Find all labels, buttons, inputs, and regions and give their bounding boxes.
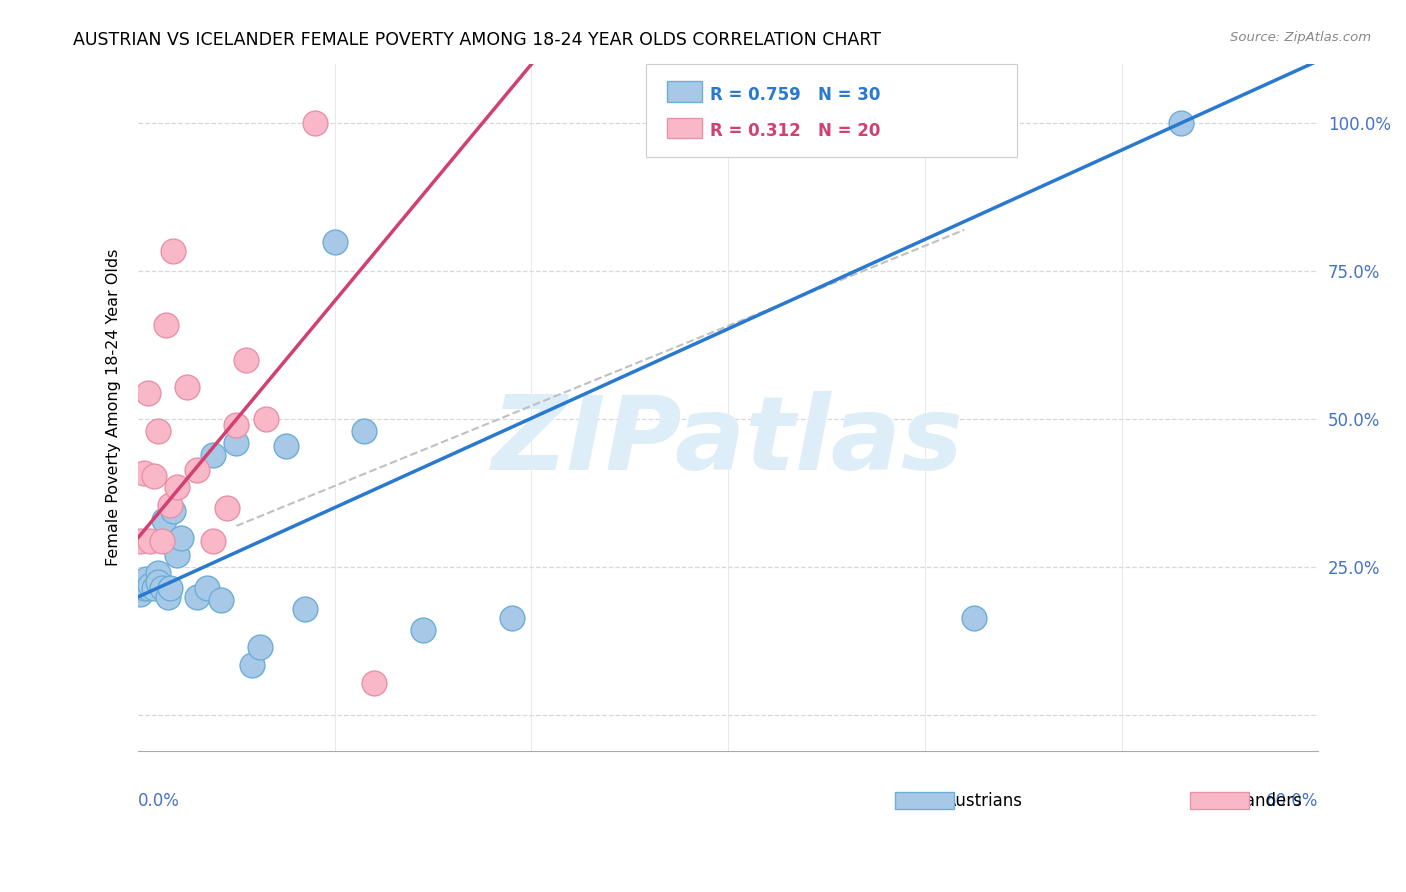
Point	[155, 318, 177, 332]
Point	[166, 549, 188, 563]
Point	[166, 480, 188, 494]
Point	[159, 581, 181, 595]
FancyBboxPatch shape	[666, 81, 702, 102]
Point	[170, 531, 193, 545]
Point	[240, 658, 263, 673]
Text: 60.0%: 60.0%	[1265, 792, 1319, 810]
Text: AUSTRIAN VS ICELANDER FEMALE POVERTY AMONG 18-24 YEAR OLDS CORRELATION CHART: AUSTRIAN VS ICELANDER FEMALE POVERTY AMO…	[73, 31, 882, 49]
Y-axis label: Female Poverty Among 18-24 Year Olds: Female Poverty Among 18-24 Year Olds	[107, 249, 121, 566]
Point	[159, 498, 181, 512]
Point	[146, 575, 169, 590]
Point	[195, 581, 218, 595]
Point	[136, 581, 159, 595]
Point	[186, 463, 208, 477]
Point	[201, 448, 224, 462]
Point	[363, 675, 385, 690]
Point	[132, 581, 155, 595]
Point	[152, 513, 174, 527]
Text: 0.0%: 0.0%	[138, 792, 180, 810]
FancyBboxPatch shape	[666, 118, 702, 138]
Point	[254, 412, 277, 426]
Point	[135, 572, 157, 586]
Point	[201, 533, 224, 548]
Point	[132, 466, 155, 480]
Point	[129, 587, 152, 601]
Point	[186, 590, 208, 604]
FancyBboxPatch shape	[1191, 792, 1250, 809]
Point	[146, 424, 169, 438]
Point	[162, 504, 184, 518]
Point	[139, 578, 162, 592]
Point	[249, 640, 271, 655]
FancyBboxPatch shape	[896, 792, 955, 809]
Point	[304, 116, 326, 130]
Point	[142, 468, 165, 483]
Text: Icelanders: Icelanders	[1216, 792, 1302, 810]
Point	[136, 385, 159, 400]
Text: R = 0.312   N = 20: R = 0.312 N = 20	[710, 122, 880, 140]
Point	[501, 610, 523, 624]
Point	[176, 380, 198, 394]
Text: Source: ZipAtlas.com: Source: ZipAtlas.com	[1230, 31, 1371, 45]
Point	[156, 590, 179, 604]
Point	[146, 566, 169, 581]
Point	[225, 436, 247, 450]
Point	[274, 439, 297, 453]
Point	[215, 501, 238, 516]
Point	[963, 610, 986, 624]
Point	[294, 601, 316, 615]
Text: ZIPatlas: ZIPatlas	[492, 392, 965, 492]
FancyBboxPatch shape	[645, 64, 1018, 157]
Point	[353, 424, 375, 438]
Point	[209, 593, 232, 607]
Point	[323, 235, 346, 249]
Point	[235, 353, 257, 368]
Point	[225, 418, 247, 433]
Point	[162, 244, 184, 258]
Point	[150, 581, 173, 595]
Point	[150, 533, 173, 548]
Text: R = 0.759   N = 30: R = 0.759 N = 30	[710, 86, 880, 104]
Point	[412, 623, 434, 637]
Point	[129, 533, 152, 548]
Point	[1170, 116, 1192, 130]
Text: Austrians: Austrians	[945, 792, 1024, 810]
Point	[142, 581, 165, 595]
Point	[139, 533, 162, 548]
